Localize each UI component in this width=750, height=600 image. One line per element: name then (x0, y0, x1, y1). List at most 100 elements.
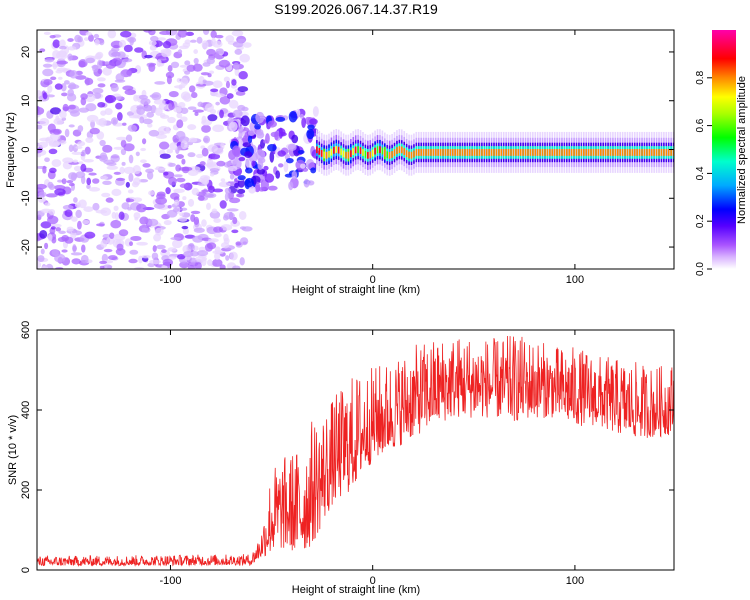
spectrogram-cell (369, 151, 372, 159)
spectrogram-cell (168, 91, 179, 98)
spectrogram-cell (192, 109, 205, 113)
spectrogram-cell (115, 73, 125, 82)
spectrogram-cell (212, 188, 224, 193)
spectrogram-cell (658, 149, 660, 156)
spectrogram-cell (345, 151, 347, 159)
spectrogram-cell (51, 159, 62, 168)
spectrogram-cell (58, 230, 66, 235)
spectrogram-cell (240, 115, 250, 127)
spectrogram-cell (92, 178, 100, 184)
spectrogram-cell (587, 149, 590, 156)
spectrogram-cell (248, 186, 256, 194)
y-tick-label: -10 (20, 190, 32, 206)
spectrogram-cell (180, 207, 188, 211)
spectrogram-cell (168, 102, 175, 111)
spectrogram-cell (242, 42, 252, 48)
spectrogram-cell (136, 241, 148, 246)
spectrogram-cell (47, 123, 56, 133)
x-tick-label: -100 (159, 575, 181, 587)
spectrogram-cell (104, 61, 110, 65)
spectrogram-cell (40, 266, 49, 269)
spectrogram-cell (223, 233, 229, 242)
spectrogram-cell (323, 151, 325, 159)
spectrogram-cell (109, 232, 115, 239)
spectrogram-cell (244, 177, 254, 188)
spectrogram-cell (99, 265, 105, 269)
spectrogram-cell (430, 149, 432, 156)
spectrogram-cell (541, 149, 544, 156)
spectrogram-cell (663, 149, 665, 156)
spectrogram-cell (168, 176, 177, 186)
spectrogram-cell (425, 149, 427, 156)
spectrogram-cell (231, 79, 237, 86)
spectrogram-cell (118, 229, 129, 237)
spectrogram-cell (204, 192, 217, 199)
spectrogram-cell (146, 111, 155, 118)
spectrogram-x-label: Height of straight line (km) (292, 284, 420, 296)
spectrogram-cell (218, 59, 231, 68)
spectrogram-cell (449, 149, 452, 156)
spectrogram-cell (285, 158, 294, 164)
spectrogram-cell (54, 83, 63, 90)
spectrogram-cell (47, 181, 54, 189)
spectrogram-cell (655, 149, 658, 156)
spectrogram-cell (633, 149, 636, 156)
spectrogram-cell (156, 244, 166, 250)
spectrogram-cell (517, 149, 520, 156)
spectrogram-cell (128, 154, 134, 164)
spectrogram-cell (192, 235, 204, 243)
spectrogram-cell (643, 149, 646, 156)
spectrogram-cell (202, 62, 211, 67)
spectrogram-cell (102, 180, 112, 186)
spectrogram-cell (155, 196, 168, 205)
spectrogram-cell (347, 151, 350, 159)
spectrogram-cell (44, 242, 49, 250)
spectrogram-cell (238, 210, 247, 220)
spectrogram-cell (49, 34, 56, 39)
spectrogram-cell (648, 149, 651, 156)
spectrogram-cell (209, 168, 220, 172)
spectrogram-cell (81, 149, 87, 157)
spectrogram-cell (179, 64, 189, 68)
spectrogram-cell (206, 202, 211, 211)
spectrogram-cell (227, 165, 238, 172)
spectrogram-cell (40, 248, 45, 255)
spectrogram-cell (239, 226, 247, 230)
spectrogram-cell (340, 148, 342, 156)
spectrogram-cell (88, 172, 97, 176)
spectrogram-cell (150, 35, 159, 42)
spectrogram-cell (485, 149, 488, 156)
spectrogram-cell (80, 175, 86, 185)
spectrogram-cell (376, 146, 379, 154)
spectrogram-cell (607, 149, 609, 156)
spectrogram-cell (154, 227, 164, 236)
spectrogram-cell (187, 264, 195, 269)
spectrogram-cell (223, 76, 230, 83)
spectrogram-cell (417, 149, 420, 156)
spectrogram-cell (140, 159, 147, 164)
spectrogram-cell (37, 124, 43, 130)
spectrogram-cell (207, 114, 218, 122)
spectrogram-cell (124, 89, 137, 96)
spectrogram-cell (195, 83, 207, 87)
spectrogram-cell (175, 130, 186, 140)
spectrogram-cell (59, 39, 66, 48)
spectrogram-cell (275, 116, 286, 122)
colorbar-tick-label: 0.4 (695, 166, 706, 180)
spectrogram-cell (110, 84, 119, 92)
spectrogram-cell (212, 80, 223, 89)
spectrogram-cell (255, 181, 261, 193)
spectrogram-cell (212, 40, 223, 48)
spectrogram-cell (117, 112, 123, 121)
spectrogram-cell (70, 216, 78, 222)
spectrogram-cell (51, 142, 61, 147)
spectrogram-cell (108, 49, 119, 58)
spectrogram-cell (67, 53, 73, 61)
spectrogram-cell (278, 163, 284, 168)
spectrogram-x-ticks: -100 0 100 (159, 30, 584, 286)
spectrogram-cell (162, 258, 174, 267)
spectrogram-cell (75, 209, 82, 219)
spectrogram-cell (384, 149, 386, 157)
spectrogram-cell (510, 149, 512, 156)
spectrogram-cell (245, 167, 253, 174)
